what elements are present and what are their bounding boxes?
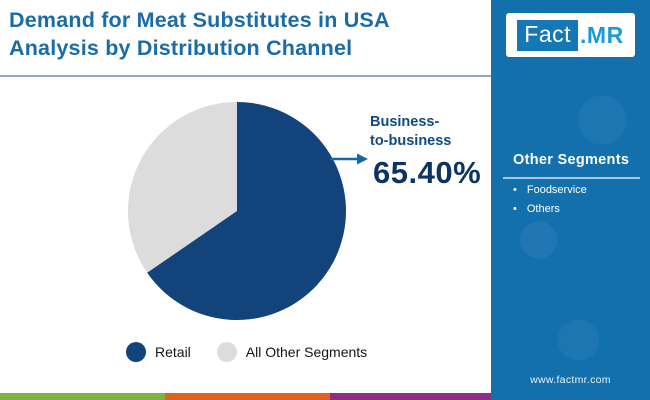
callout-label: Business- to-business <box>370 113 470 151</box>
list-item-label: Foodservice <box>526 184 587 196</box>
legend-label-retail: Retail <box>155 344 191 360</box>
bullet-icon: • <box>513 203 517 216</box>
chart-legend: Retail All Other Segments <box>126 342 367 362</box>
footer-stripe-green <box>0 393 165 400</box>
footer-stripe-purple <box>330 393 491 400</box>
callout-label-line1: Business- <box>370 114 440 130</box>
page-title: Demand for Meat Substitutes in USA Analy… <box>9 7 390 63</box>
website-url: www.factmr.com <box>530 374 611 386</box>
page-title-line2: Analysis by Distribution Channel <box>9 35 353 60</box>
legend-swatch-all-other-segments <box>216 342 237 362</box>
callout-value: 65.40% <box>373 155 482 190</box>
other-segments-heading: Other Segments <box>513 152 630 168</box>
callout-arrow-head <box>357 153 368 165</box>
callout-label-line2: to-business <box>370 132 452 149</box>
pie-slice-primary <box>147 102 346 320</box>
factmr-logo: Fact .MR <box>506 13 635 57</box>
logo-mr-text: .MR <box>580 21 624 48</box>
other-segments-underline <box>503 177 640 179</box>
legend-swatch-retail <box>126 342 146 362</box>
page-title-line1: Demand for Meat Substitutes in USA <box>9 8 390 32</box>
logo-fact-chip: Fact <box>517 19 579 51</box>
other-segments-list: • Foodservice • Others <box>513 184 587 222</box>
legend-label-all-other-segments: All Other Segments <box>245 344 368 360</box>
footer-stripe-orange <box>165 393 330 400</box>
legend-item-retail: Retail <box>126 342 191 362</box>
legend-item-all-other-segments: All Other Segments <box>216 342 368 362</box>
list-item-others: • Others <box>513 203 587 215</box>
list-item-foodservice: • Foodservice <box>513 184 587 196</box>
list-item-label: Others <box>526 203 560 216</box>
sidebar: Fact .MR Other Segments • Foodservice • … <box>491 0 650 400</box>
title-divider <box>0 75 491 77</box>
bullet-icon: • <box>513 184 517 196</box>
